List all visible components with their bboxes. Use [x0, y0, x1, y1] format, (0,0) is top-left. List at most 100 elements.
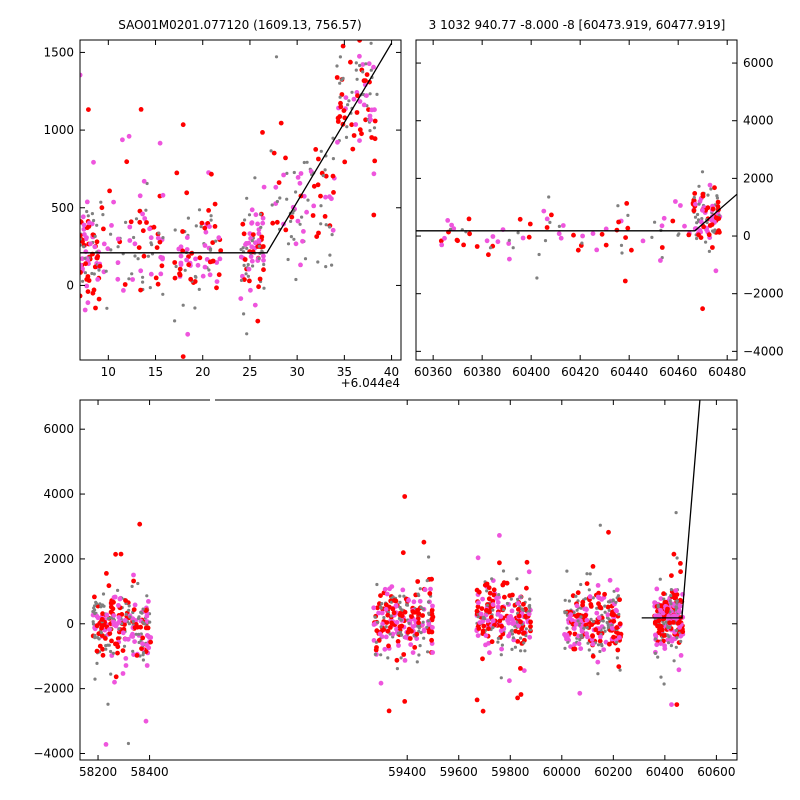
- data-point: [580, 602, 585, 608]
- data-point: [113, 674, 119, 680]
- data-point: [486, 585, 492, 591]
- data-point: [567, 615, 573, 621]
- data-point: [137, 193, 143, 199]
- data-point: [715, 194, 719, 198]
- data-point: [467, 231, 472, 237]
- data-point: [556, 231, 562, 237]
- data-point: [571, 626, 577, 631]
- data-point: [116, 615, 122, 620]
- data-point: [184, 257, 190, 263]
- data-point: [133, 254, 137, 258]
- data-point: [426, 619, 430, 623]
- data-point: [372, 158, 378, 164]
- data-point: [614, 608, 619, 614]
- data-point: [484, 238, 490, 244]
- data-point: [578, 646, 584, 651]
- data-point: [371, 212, 377, 218]
- data-point: [662, 682, 666, 686]
- data-point: [328, 225, 332, 229]
- data-point: [611, 634, 616, 640]
- data-point: [202, 225, 208, 231]
- data-point: [173, 228, 177, 232]
- data-point: [518, 692, 524, 697]
- data-point: [217, 256, 223, 262]
- data-point: [617, 635, 622, 640]
- data-point: [585, 626, 589, 630]
- data-point: [419, 605, 423, 610]
- data-point: [319, 204, 323, 208]
- y-tick-label: 4000: [43, 487, 74, 501]
- data-point: [417, 598, 423, 604]
- data-point: [136, 581, 140, 586]
- data-point: [691, 197, 697, 203]
- data-point: [575, 608, 579, 612]
- data-point: [271, 150, 277, 156]
- data-point: [710, 245, 715, 250]
- data-point: [595, 583, 601, 588]
- data-point: [132, 625, 138, 630]
- data-point: [650, 235, 654, 239]
- data-point: [104, 612, 110, 618]
- data-point: [519, 649, 523, 653]
- data-point: [298, 171, 304, 176]
- plot-area: [90, 400, 701, 747]
- data-point: [369, 107, 375, 113]
- x-tick-label: 60360: [414, 365, 452, 379]
- data-point: [595, 594, 601, 600]
- data-point: [395, 667, 399, 671]
- data-point: [661, 215, 667, 221]
- data-point: [101, 241, 107, 247]
- plot-area: [80, 40, 393, 359]
- data-point: [242, 263, 246, 267]
- data-point: [300, 215, 304, 219]
- data-point: [502, 594, 507, 600]
- data-point: [523, 613, 528, 619]
- data-point: [83, 256, 87, 260]
- y-tick-label: 4000: [743, 114, 774, 128]
- data-point: [93, 305, 98, 311]
- data-point: [486, 626, 491, 632]
- data-point: [283, 155, 288, 161]
- data-point: [669, 602, 673, 606]
- data-point: [607, 577, 613, 583]
- data-point: [105, 306, 109, 310]
- data-point: [528, 628, 533, 632]
- data-point: [579, 582, 583, 587]
- data-point: [132, 235, 136, 240]
- data-point: [527, 634, 533, 640]
- data-point: [132, 241, 138, 247]
- data-point: [251, 264, 255, 268]
- y-tick-label: 6000: [43, 422, 74, 436]
- data-point: [316, 230, 321, 236]
- data-point: [455, 238, 460, 244]
- data-point: [399, 656, 403, 660]
- data-point: [438, 238, 444, 244]
- data-point: [90, 271, 94, 276]
- data-point: [141, 280, 145, 284]
- data-point: [501, 580, 507, 586]
- data-point: [246, 240, 252, 246]
- data-point: [519, 595, 523, 599]
- data-point: [100, 652, 106, 658]
- data-point: [520, 607, 524, 611]
- data-point: [658, 608, 663, 613]
- data-point: [614, 227, 620, 233]
- data-point: [249, 220, 255, 226]
- data-point: [181, 303, 185, 307]
- data-point: [357, 138, 362, 144]
- data-point: [399, 633, 403, 637]
- data-point: [602, 626, 606, 630]
- data-point: [242, 277, 247, 282]
- data-point: [442, 235, 447, 241]
- data-point: [582, 626, 586, 630]
- data-point: [516, 613, 522, 619]
- data-point: [180, 229, 186, 234]
- data-point: [260, 130, 265, 135]
- data-point: [590, 564, 596, 569]
- data-point: [357, 99, 363, 104]
- data-point: [123, 656, 129, 661]
- data-point: [148, 620, 152, 624]
- data-point: [199, 225, 203, 229]
- data-point: [348, 59, 353, 65]
- data-point: [430, 650, 435, 655]
